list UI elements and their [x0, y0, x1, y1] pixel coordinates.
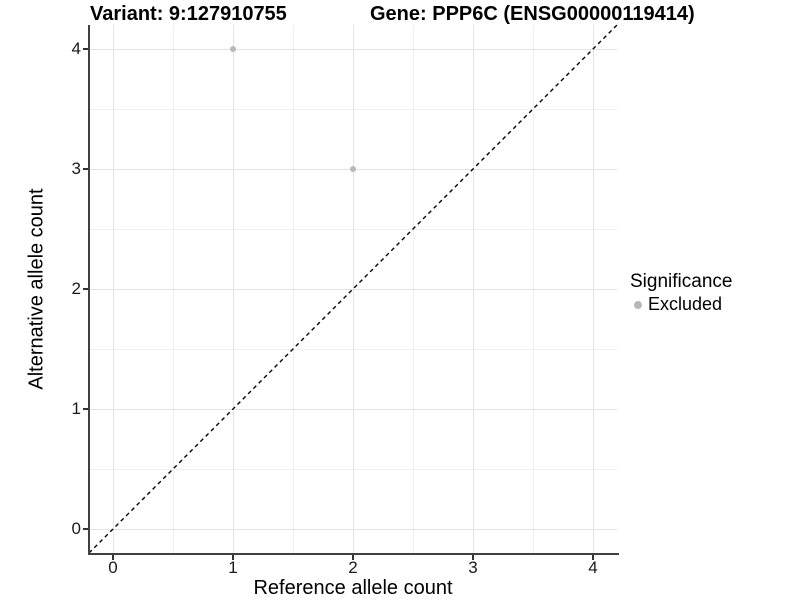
- plot-panel: [88, 24, 618, 554]
- y-tick-label: 2: [71, 279, 81, 298]
- gridline-major-horizontal: [89, 288, 617, 290]
- x-tick-mark: [592, 555, 594, 560]
- identity-line: [88, 24, 618, 554]
- data-point: [230, 46, 236, 52]
- plot-title-gene: Gene: PPP6C (ENSG00000119414): [370, 3, 695, 25]
- x-tick-label: 1: [228, 558, 238, 577]
- x-tick-label: 0: [108, 558, 118, 577]
- y-axis-title: Alternative allele count: [25, 188, 48, 390]
- y-tick-mark: [83, 288, 88, 290]
- legend-title: Significance: [630, 271, 733, 292]
- y-tick-label: 1: [71, 399, 81, 418]
- x-tick-mark: [472, 555, 474, 560]
- y-tick-label: 0: [71, 519, 81, 538]
- gridline-major-horizontal: [89, 528, 617, 530]
- y-tick-mark: [83, 408, 88, 410]
- y-tick-mark: [83, 48, 88, 50]
- legend-point-swatch: [634, 300, 642, 309]
- legend-entry-excluded: Excluded: [630, 294, 732, 315]
- x-tick-label: 4: [588, 558, 598, 577]
- legend-entry-label: Excluded: [648, 294, 723, 314]
- legend: Significance Excluded: [630, 271, 732, 315]
- plot-title-variant: Variant: 9:127910755: [90, 3, 287, 25]
- y-tick-label: 3: [71, 159, 81, 178]
- y-tick-mark: [83, 168, 88, 170]
- data-point: [350, 166, 356, 172]
- x-axis-title: Reference allele count: [253, 577, 453, 599]
- y-tick-mark: [83, 528, 88, 530]
- x-tick-label: 2: [348, 558, 358, 577]
- gridline-major-horizontal: [89, 48, 617, 50]
- y-axis-line: [88, 25, 90, 555]
- x-axis-line: [88, 553, 619, 555]
- x-tick-mark: [352, 555, 354, 560]
- gridline-major-horizontal: [89, 408, 617, 410]
- x-tick-mark: [232, 555, 234, 560]
- x-tick-label: 3: [468, 558, 478, 577]
- y-tick-label: 4: [71, 39, 81, 58]
- x-tick-mark: [112, 555, 114, 560]
